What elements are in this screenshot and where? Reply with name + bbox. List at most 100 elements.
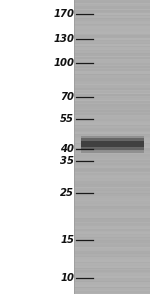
- Bar: [74, 9, 150, 10]
- Bar: [74, 68, 150, 69]
- Bar: [74, 28, 150, 29]
- Bar: [74, 65, 150, 66]
- Bar: [74, 198, 150, 200]
- Bar: [74, 88, 150, 90]
- Bar: [74, 178, 150, 179]
- Text: 40: 40: [60, 144, 74, 154]
- Bar: [74, 226, 150, 228]
- Bar: [74, 43, 150, 44]
- Bar: [74, 157, 150, 159]
- Bar: [74, 171, 150, 172]
- Bar: [74, 82, 150, 84]
- Bar: [74, 266, 150, 268]
- Bar: [74, 113, 150, 115]
- Bar: [74, 210, 150, 212]
- Bar: [74, 110, 150, 112]
- Bar: [74, 123, 150, 125]
- Bar: [74, 13, 150, 15]
- Bar: [74, 209, 150, 210]
- Bar: [74, 63, 150, 65]
- Bar: [74, 137, 150, 138]
- Bar: [74, 206, 150, 207]
- Bar: [74, 29, 150, 31]
- Bar: [74, 97, 150, 98]
- Bar: [74, 24, 150, 25]
- Text: 170: 170: [53, 9, 74, 19]
- Bar: [74, 12, 150, 13]
- Bar: [74, 96, 150, 97]
- Bar: [74, 279, 150, 281]
- Bar: [74, 276, 150, 278]
- Bar: [74, 0, 150, 294]
- Bar: [74, 291, 150, 293]
- Bar: [74, 270, 150, 272]
- Bar: [74, 76, 150, 78]
- Bar: [74, 134, 150, 135]
- Bar: [74, 207, 150, 209]
- Bar: [74, 10, 150, 12]
- Bar: [74, 135, 150, 137]
- Bar: [74, 247, 150, 248]
- Bar: [74, 254, 150, 256]
- Bar: [74, 229, 150, 231]
- Bar: [74, 44, 150, 46]
- Bar: [74, 18, 150, 19]
- Bar: [74, 159, 150, 160]
- Bar: [74, 160, 150, 162]
- Bar: [74, 245, 150, 247]
- Text: 25: 25: [60, 188, 74, 198]
- Bar: [74, 125, 150, 126]
- Bar: [74, 288, 150, 290]
- Bar: [74, 163, 150, 165]
- Bar: [74, 218, 150, 219]
- Bar: [74, 237, 150, 238]
- Bar: [74, 116, 150, 118]
- Bar: [74, 232, 150, 234]
- Bar: [74, 256, 150, 257]
- Bar: [74, 165, 150, 166]
- Bar: [74, 47, 150, 49]
- Bar: [74, 168, 150, 169]
- Bar: [74, 57, 150, 59]
- Bar: [74, 250, 150, 251]
- Bar: [74, 166, 150, 168]
- Bar: [74, 100, 150, 101]
- Bar: [74, 56, 150, 57]
- Bar: [74, 268, 150, 269]
- Bar: [74, 132, 150, 134]
- Bar: [74, 143, 150, 144]
- Bar: [74, 223, 150, 225]
- Bar: [74, 241, 150, 243]
- Bar: [74, 243, 150, 244]
- Bar: [74, 107, 150, 109]
- Bar: [74, 273, 150, 275]
- Bar: [74, 176, 150, 178]
- Bar: [74, 204, 150, 206]
- Text: 70: 70: [60, 92, 74, 102]
- Bar: [74, 151, 150, 153]
- Bar: [74, 187, 150, 188]
- Bar: [0, 0, 74, 294]
- Bar: [74, 103, 150, 104]
- Bar: [74, 225, 150, 226]
- Bar: [74, 122, 150, 123]
- Bar: [74, 71, 150, 72]
- Bar: [74, 200, 150, 201]
- Bar: [74, 259, 150, 260]
- Bar: [74, 69, 150, 71]
- Bar: [74, 87, 150, 88]
- Bar: [74, 59, 150, 60]
- Bar: [74, 94, 150, 96]
- Bar: [74, 93, 150, 94]
- Bar: [74, 75, 150, 76]
- Text: 10: 10: [60, 273, 74, 283]
- Bar: [74, 262, 150, 263]
- Bar: [74, 275, 150, 276]
- Bar: [74, 0, 150, 1]
- Bar: [74, 240, 150, 241]
- Bar: [74, 22, 150, 24]
- Bar: [74, 106, 150, 107]
- Bar: [74, 154, 150, 156]
- Bar: [74, 41, 150, 43]
- Bar: [74, 219, 150, 220]
